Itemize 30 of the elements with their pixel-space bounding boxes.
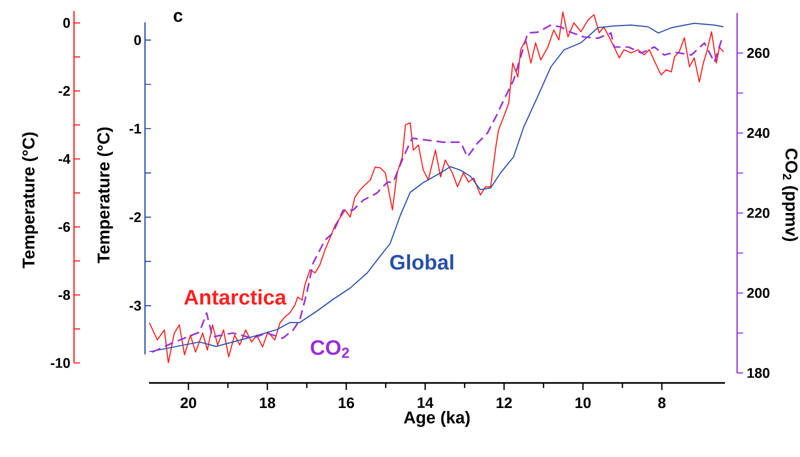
y3-axis-title: Temperature (°C) (22, 132, 38, 268)
x-tick-label: 18 (260, 398, 276, 408)
series-label: Global (390, 254, 454, 270)
y2-tick-label: 220 (747, 208, 770, 218)
series-label: CO$_{2}$ (310, 340, 350, 358)
y3-tick-label: -4 (58, 154, 70, 164)
x-axis-title: Age (ka) (404, 411, 470, 427)
y2-tick-label: 200 (747, 288, 770, 298)
x-tick-label: 10 (576, 398, 591, 408)
series-label: Antarctica (184, 289, 286, 305)
x-tick-label: 12 (496, 398, 512, 408)
y3-tick-label: -10 (50, 358, 70, 368)
y-axis-title: Temperature (°C) (97, 127, 113, 264)
y2-tick-label: 180 (748, 368, 770, 378)
y3-tick-label: -6 (58, 222, 70, 232)
x-tick-label: 20 (180, 398, 196, 408)
y-tick-label: -3 (130, 300, 141, 311)
y-tick-label: 0 (134, 35, 141, 46)
x-tick-label: 8 (658, 398, 666, 408)
y-tick-label: -1 (130, 124, 142, 134)
y3-tick-label: -8 (58, 290, 70, 300)
y2-tick-label: 240 (747, 128, 770, 138)
y-tick-label: -2 (130, 212, 141, 222)
y3-tick-label: -2 (58, 86, 70, 96)
y2-axis-title: CO$_{2}$ (ppmv) (782, 148, 798, 242)
text: c (174, 12, 182, 22)
x-tick-label: 16 (338, 398, 354, 408)
x-tick-label: 14 (418, 398, 434, 408)
y2-tick-label: 260 (747, 48, 770, 58)
y3-tick-label: 0 (63, 18, 70, 28)
